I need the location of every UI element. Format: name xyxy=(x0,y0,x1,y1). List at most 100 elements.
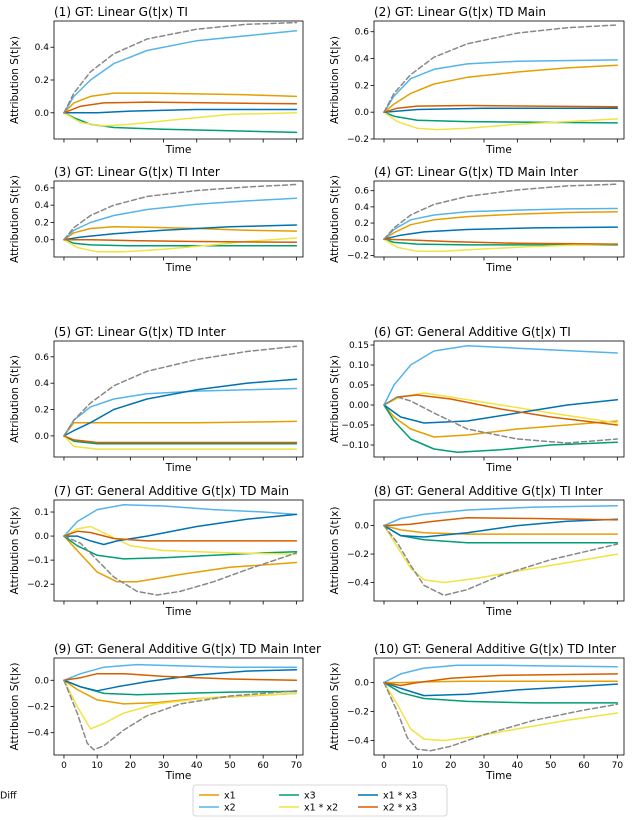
series-line-diff xyxy=(383,396,619,444)
series-line-x3 xyxy=(383,238,619,246)
subplot-title: (7) GT: General Additive G(t|x) TD Main xyxy=(54,484,289,498)
x-tick-label: 10 xyxy=(412,761,424,771)
axes-frame xyxy=(53,657,304,756)
series-group xyxy=(383,24,619,131)
x-tick-label: 0 xyxy=(61,761,67,771)
y-axis-label: Attribution S(t|x) xyxy=(9,507,21,595)
series-line-x3 xyxy=(383,404,619,453)
series-line-x1x3 xyxy=(63,513,298,546)
series-line-x1x3 xyxy=(63,224,298,241)
series-line-x2 xyxy=(383,59,619,113)
series-line-x2 xyxy=(383,207,619,240)
x-tick-label: 20 xyxy=(445,761,457,771)
subplot-title: (1) GT: Linear G(t|x) TI xyxy=(54,5,188,19)
y-tick-label: 0.0 xyxy=(355,108,370,118)
y-tick-label: 0.2 xyxy=(35,218,49,228)
y-tick-label: 0.0 xyxy=(355,679,370,689)
x-tick-label: 60 xyxy=(578,761,590,771)
series-line-x1x3 xyxy=(63,108,298,114)
y-tick-label: 0.05 xyxy=(349,381,369,391)
series-line-x2x3 xyxy=(63,672,298,682)
series-line-x2x3 xyxy=(383,517,619,527)
series-line-x1 xyxy=(383,524,619,535)
series-line-x3 xyxy=(63,435,298,445)
series-line-diff xyxy=(63,345,298,437)
series-line-x2x3 xyxy=(63,238,298,244)
y-axis-label: Attribution S(t|x) xyxy=(9,36,21,124)
x-tick-label: 20 xyxy=(125,761,137,771)
series-line-diff xyxy=(63,679,298,751)
series-line-diff xyxy=(383,24,619,113)
series-group xyxy=(383,345,619,453)
x-axis-label: Time xyxy=(165,144,192,156)
x-axis-label: Time xyxy=(485,462,512,474)
series-line-x2 xyxy=(383,504,619,527)
axes-frame xyxy=(53,499,304,602)
x-axis-label: Time xyxy=(165,262,192,274)
series-line-x3 xyxy=(63,535,298,560)
y-axis-label: Attribution S(t|x) xyxy=(9,355,21,443)
series-group xyxy=(383,664,619,752)
x-axis-label: Time xyxy=(485,262,512,274)
subplot-title: (8) GT: General Additive G(t|x) TI Inter xyxy=(374,484,603,498)
series-line-x2 xyxy=(63,197,298,241)
y-axis-label: Attribution S(t|x) xyxy=(329,355,341,443)
series-line-diff xyxy=(383,183,619,240)
series-line-x1x2 xyxy=(383,392,619,424)
series-line-x3 xyxy=(63,238,298,247)
series-line-x1 xyxy=(63,92,298,114)
series-line-x3 xyxy=(63,112,298,134)
x-axis-label: Time xyxy=(165,770,192,782)
y-tick-label: 0.00 xyxy=(349,401,369,411)
y-tick-label: −0.2 xyxy=(347,135,369,145)
series-group xyxy=(63,345,298,450)
x-axis-label: Time xyxy=(485,144,512,156)
x-tick-label: 50 xyxy=(545,761,557,771)
axes-frame xyxy=(53,340,304,458)
subplot-9: (9) GT: General Additive G(t|x) TD Main … xyxy=(9,642,321,782)
series-line-x2 xyxy=(63,30,298,114)
y-tick-label: 0.0 xyxy=(35,532,50,542)
y-tick-label: 0.2 xyxy=(35,76,49,86)
y-tick-label: −0.4 xyxy=(27,729,49,739)
x-tick-label: 70 xyxy=(612,761,624,771)
y-tick-label: 0.0 xyxy=(35,236,50,246)
series-line-x1 xyxy=(63,535,298,583)
series-line-x3 xyxy=(63,679,298,696)
series-line-x2x3 xyxy=(383,673,619,687)
legend-label-x3: x3 xyxy=(304,791,316,802)
series-line-diff xyxy=(63,535,298,596)
legend-label-x1x3: x1 * x3 xyxy=(383,791,417,802)
y-tick-label: 0.6 xyxy=(355,187,370,197)
y-tick-label: −0.4 xyxy=(347,579,369,589)
y-tick-label: 0.0 xyxy=(35,109,50,119)
series-line-x2x3 xyxy=(63,530,298,542)
subplot-8: (8) GT: General Additive G(t|x) TI Inter… xyxy=(329,484,625,618)
series-group xyxy=(63,183,298,253)
subplot-title: (10) GT: General Additive G(t|x) TD Inte… xyxy=(374,642,616,656)
y-tick-label: 0.4 xyxy=(355,55,370,65)
subplot-1: (1) GT: Linear G(t|x) TI 0.0 0.2 0.4 Time Att… xyxy=(9,5,304,156)
series-line-x2 xyxy=(63,387,298,437)
y-tick-label: 0.0 xyxy=(355,522,370,532)
series-group xyxy=(63,21,298,134)
x-tick-label: 40 xyxy=(191,761,203,771)
series-line-x2x3 xyxy=(383,104,619,113)
axes-frame xyxy=(373,180,625,258)
series-line-x2x3 xyxy=(383,394,619,426)
y-tick-label: −0.2 xyxy=(27,580,49,590)
x-tick-label: 60 xyxy=(257,761,269,771)
series-line-x2x3 xyxy=(63,101,298,114)
y-tick-label: 0.4 xyxy=(35,379,50,389)
y-tick-label: −0.2 xyxy=(347,251,369,261)
y-tick-label: 0.0 xyxy=(35,432,50,442)
y-tick-label: 0.1 xyxy=(35,508,49,518)
series-line-diff xyxy=(63,21,298,114)
series-line-x2x3 xyxy=(383,238,619,245)
x-tick-label: 40 xyxy=(512,761,524,771)
series-line-x1x3 xyxy=(383,107,619,113)
legend-label-x2: x2 xyxy=(224,803,236,814)
x-tick-label: 50 xyxy=(224,761,236,771)
y-axis-label: Attribution S(t|x) xyxy=(329,663,341,751)
series-group xyxy=(383,183,619,253)
